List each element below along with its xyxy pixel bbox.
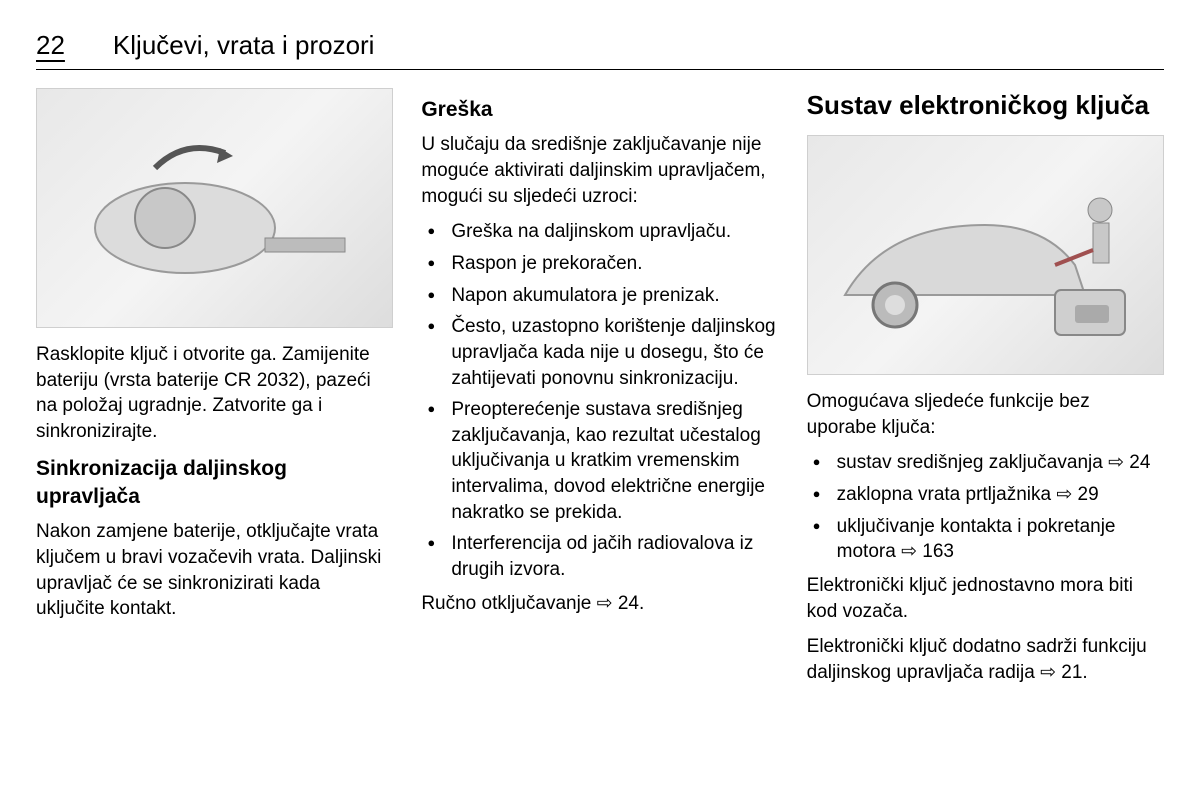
column-1: Rasklopite ključ i otvorite ga. Zamijeni… [36,88,393,696]
cross-reference: Ručno otključavanje ⇨ 24. [421,593,644,614]
paragraph-error-intro: U slučaju da središnje zaključavanje nij… [421,132,778,209]
paragraph-sync: Nakon zamjene baterije, otključajte vrat… [36,519,393,622]
page-header: 22 Ključevi, vrata i prozori [36,28,1164,70]
paragraph-battery: Rasklopite ključ i otvorite ga. Zamijeni… [36,342,393,445]
list-item: Napon akumulatora je prenizak. [421,283,778,309]
car-person-icon [825,155,1145,355]
list-item: sustav središnjeg zaključavanja ⇨ 24 [807,450,1164,476]
page-number: 22 [36,28,65,63]
paragraph-ekey-radio: Elektronički ključ dodatno sadrži funkci… [807,634,1164,685]
paragraph-ekey-driver: Elektronički ključ jednostavno mora biti… [807,573,1164,624]
column-3: Sustav elektroničkog ključa Omogućava sl… [807,88,1164,696]
list-item: uključivanje kontakta i pokretanje motor… [807,514,1164,565]
chapter-title: Ključevi, vrata i prozori [113,28,375,63]
content-columns: Rasklopite ključ i otvorite ga. Zamijeni… [36,88,1164,696]
list-item: Greška na daljinskom upravljaču. [421,219,778,245]
column-2: Greška U slučaju da središnje zaključava… [421,88,778,696]
paragraph-manual-unlock: Ručno otključavanje ⇨ 24. [421,591,778,617]
heading-sync: Sinkronizacija daljinskog upravljača [36,455,393,512]
list-item: Često, uzastopno korištenje daljinskog u… [421,314,778,391]
electronic-key-illustration [807,135,1164,375]
list-item: Raspon je prekoračen. [421,251,778,277]
key-battery-illustration [36,88,393,328]
list-item: Interferencija od jačih radiovalova iz d… [421,531,778,582]
key-battery-icon [65,108,365,308]
ekey-function-list: sustav središnjeg zaključavanja ⇨ 24 zak… [807,450,1164,565]
heading-electronic-key: Sustav elektroničkog ključa [807,88,1164,123]
heading-error: Greška [421,96,778,124]
error-cause-list: Greška na daljinskom upravljaču. Raspon … [421,219,778,582]
list-item: Preopterećenje sustava središnjeg zaklju… [421,397,778,525]
paragraph-ekey-intro: Omogućava sljedeće funkcije bez uporabe … [807,389,1164,440]
list-item: zaklopna vrata prtljažnika ⇨ 29 [807,482,1164,508]
